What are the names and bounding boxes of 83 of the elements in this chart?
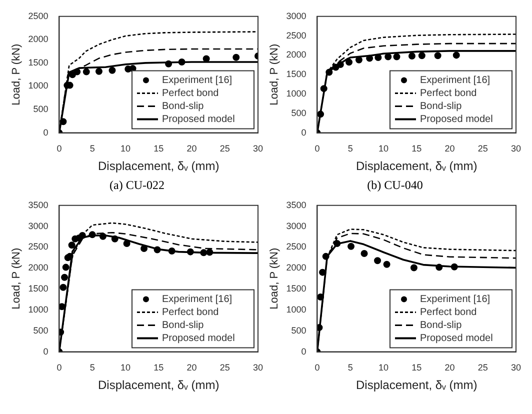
x-tick-label: 30 bbox=[252, 144, 263, 154]
text: (b) CU-040 bbox=[366, 178, 424, 193]
x-tick-label: 20 bbox=[444, 144, 455, 154]
y-tick-label: 1500 bbox=[28, 57, 48, 68]
y-tick-label: 3000 bbox=[286, 10, 306, 21]
x-tick-label: 25 bbox=[478, 362, 488, 373]
y-tick-label: 0 bbox=[43, 127, 48, 138]
y-tick-label: 500 bbox=[33, 325, 48, 336]
x-tick-label: 10 bbox=[378, 362, 388, 373]
x-tick-label: 5 bbox=[90, 144, 95, 154]
x-tick-label: 20 bbox=[444, 362, 455, 373]
x-tick-label: 0 bbox=[314, 144, 320, 154]
y-tick-label: 2000 bbox=[28, 262, 48, 273]
legend-label: Experiment [16] bbox=[420, 75, 490, 86]
y-tick-label: 2500 bbox=[286, 242, 306, 252]
x-tick-label: 5 bbox=[348, 144, 353, 154]
x-tick-label: 15 bbox=[154, 144, 164, 154]
y-tick-label: 0 bbox=[301, 127, 306, 138]
y-tick-label: 1000 bbox=[28, 304, 48, 314]
x-tick-label: 30 bbox=[510, 144, 521, 154]
y-tick-label: 1000 bbox=[28, 80, 48, 91]
y-tick-label: 1500 bbox=[286, 69, 306, 80]
y-tick-label: 3000 bbox=[286, 220, 306, 231]
y-axis-title: Load, P (kN) bbox=[268, 248, 281, 310]
legend-label: Experiment [16] bbox=[420, 294, 490, 306]
x-tick-label: 10 bbox=[120, 362, 130, 373]
legend-label: Perfect bond bbox=[162, 88, 219, 100]
legend-label: Perfect bond bbox=[420, 88, 477, 100]
legend-label: Bond-slip bbox=[162, 320, 204, 332]
x-tick-label: 20 bbox=[186, 362, 197, 373]
y-axis-title: Load, P (kN) bbox=[268, 44, 281, 106]
legend-label: Perfect bond bbox=[162, 307, 219, 318]
y-tick-label: 1500 bbox=[286, 284, 306, 294]
y-tick-label: 1000 bbox=[286, 88, 306, 98]
y-tick-label: 500 bbox=[291, 325, 306, 336]
x-tick-label: 0 bbox=[56, 362, 62, 373]
y-axis-title: Load, P (kN) bbox=[10, 248, 23, 310]
y-tick-label: 2500 bbox=[28, 10, 48, 21]
y-tick-label: 2500 bbox=[28, 242, 48, 252]
legend-label: Proposed model bbox=[420, 333, 493, 344]
y-tick-label: 1500 bbox=[28, 284, 48, 294]
x-tick-label: 10 bbox=[378, 144, 388, 154]
text: (a) CU-022 bbox=[108, 178, 166, 193]
y-tick-label: 3000 bbox=[28, 220, 48, 231]
x-tick-label: 30 bbox=[252, 362, 263, 373]
y-tick-label: 2000 bbox=[286, 262, 306, 273]
legend-label: Proposed model bbox=[162, 114, 235, 126]
y-tick-label: 500 bbox=[291, 108, 306, 118]
y-axis-title: Load, P (kN) bbox=[10, 44, 23, 106]
x-axis-title: Displacement, δᵥ (mm) bbox=[356, 378, 478, 392]
legend-label: Bond-slip bbox=[420, 101, 462, 112]
legend-label: Proposed model bbox=[162, 333, 235, 344]
x-axis-title: Displacement, δᵥ (mm) bbox=[98, 378, 220, 392]
y-tick-label: 2000 bbox=[286, 50, 306, 60]
x-tick-label: 25 bbox=[478, 144, 488, 154]
x-tick-label: 15 bbox=[154, 362, 164, 373]
x-tick-label: 25 bbox=[220, 144, 230, 154]
legend-label: Bond-slip bbox=[420, 320, 462, 332]
y-tick-label: 2000 bbox=[28, 34, 48, 44]
x-tick-label: 15 bbox=[412, 362, 422, 373]
x-axis-title: Displacement, δᵥ (mm) bbox=[98, 159, 220, 174]
legend-label: Experiment [16] bbox=[162, 294, 232, 306]
y-tick-label: 0 bbox=[301, 346, 306, 356]
y-tick-label: 0 bbox=[43, 346, 48, 356]
y-tick-label: 1000 bbox=[286, 304, 306, 314]
legend-label: Bond-slip bbox=[162, 101, 204, 112]
legend-label: Proposed model bbox=[420, 114, 493, 126]
x-tick-label: 0 bbox=[314, 362, 320, 373]
x-tick-label: 20 bbox=[186, 144, 197, 154]
x-tick-label: 15 bbox=[412, 144, 422, 154]
y-tick-label: 3500 bbox=[286, 200, 306, 210]
x-tick-label: 10 bbox=[120, 144, 130, 154]
x-tick-label: 5 bbox=[90, 362, 95, 373]
x-axis-title: Displacement, δᵥ (mm) bbox=[356, 159, 478, 174]
x-tick-label: 30 bbox=[510, 362, 521, 373]
x-tick-label: 25 bbox=[220, 362, 230, 373]
y-tick-label: 500 bbox=[33, 104, 48, 114]
x-tick-label: 5 bbox=[348, 362, 353, 373]
y-tick-label: 2500 bbox=[286, 30, 306, 40]
legend-label: Perfect bond bbox=[420, 307, 477, 318]
y-tick-label: 3500 bbox=[28, 200, 48, 210]
legend-label: Experiment [16] bbox=[162, 75, 232, 86]
x-tick-label: 0 bbox=[56, 144, 62, 154]
